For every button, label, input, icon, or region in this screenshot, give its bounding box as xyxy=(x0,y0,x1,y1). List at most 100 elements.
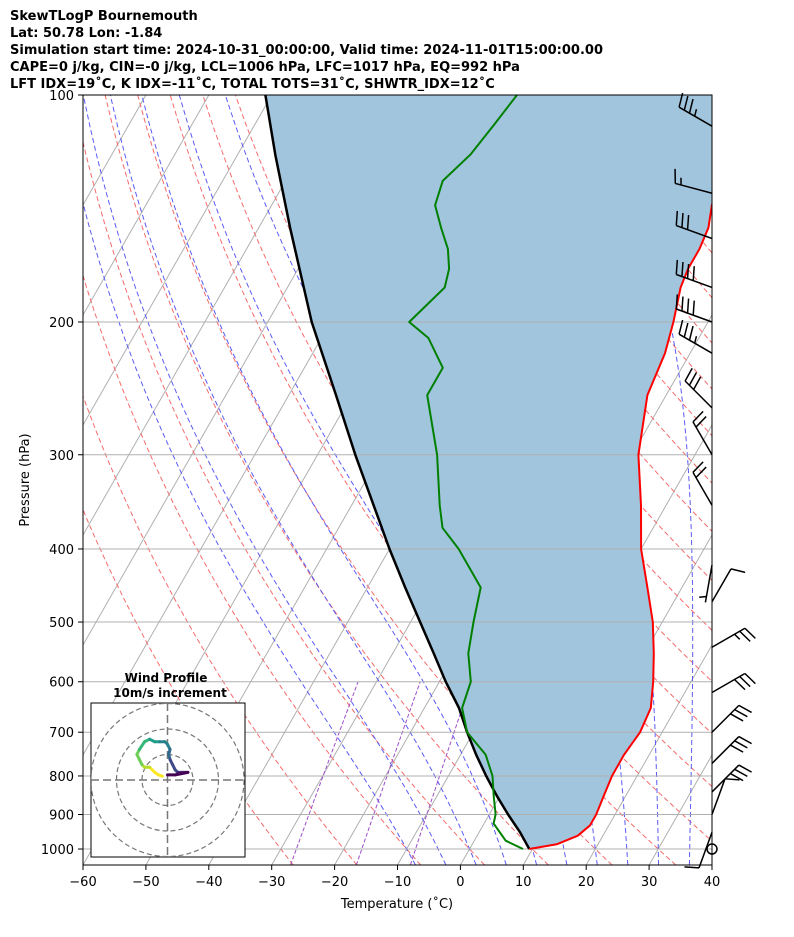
x-tick-label: 0 xyxy=(456,875,464,890)
wind-barbs xyxy=(674,92,756,869)
isotherm-line xyxy=(775,95,794,865)
x-tick-label: −40 xyxy=(195,875,222,890)
wind-barb xyxy=(684,831,713,869)
barb-flag xyxy=(692,410,704,423)
dry-adiabat-line xyxy=(463,95,712,437)
y-tick-label: 1000 xyxy=(41,843,74,858)
x-tick-label: 30 xyxy=(641,875,658,890)
wind-barb xyxy=(711,704,752,733)
dry-adiabat-line xyxy=(83,139,485,865)
barb-flag xyxy=(683,95,689,111)
barb-flag xyxy=(683,322,689,338)
barb-flag xyxy=(681,296,684,312)
wind-barb xyxy=(711,735,752,764)
barb-half-flag xyxy=(693,335,698,344)
barb-flag xyxy=(744,672,756,685)
barb-staff xyxy=(678,333,713,354)
isotherm-line xyxy=(83,95,210,317)
barb-half-flag xyxy=(733,633,741,640)
barb-staff xyxy=(692,421,713,456)
barb-staff xyxy=(676,224,713,240)
location-line: Lat: 50.78 Lon: -1.84 xyxy=(10,26,163,41)
indices-line: LFT IDX=19˚C, K IDX=-11˚C, TOTAL TOTS=31… xyxy=(10,77,495,92)
barb-flag xyxy=(678,319,684,335)
isotherm-line xyxy=(83,95,336,537)
wind-barb xyxy=(711,627,756,648)
y-tick-label: 700 xyxy=(49,726,74,741)
mixing-ratio-line xyxy=(409,681,472,865)
y-tick-label: 400 xyxy=(49,543,74,558)
x-tick-label: 20 xyxy=(578,875,595,890)
barb-flag xyxy=(681,261,684,277)
x-tick-label: −30 xyxy=(258,875,285,890)
isotherm-line xyxy=(711,863,712,865)
barb-flag xyxy=(734,740,748,749)
hodograph-title: Wind Profile xyxy=(125,671,208,685)
moist-adiabat-line xyxy=(141,95,507,865)
y-tick-label: 600 xyxy=(49,676,74,691)
wind-barb xyxy=(678,319,713,354)
y-tick-label: 900 xyxy=(49,809,74,824)
mixing-ratio-line xyxy=(290,681,359,865)
dry-adiabat-line xyxy=(104,95,549,865)
barb-flag xyxy=(738,764,752,773)
moist-adiabat-line xyxy=(83,201,416,865)
barb-staff xyxy=(698,831,713,869)
chart-title-block: SkewTLogP Bournemouth Lat: 50.78 Lon: -1… xyxy=(10,8,603,93)
y-tick-label: 100 xyxy=(49,89,74,104)
barb-staff xyxy=(711,672,746,694)
mixing-ratio-line xyxy=(355,681,421,865)
wind-barb xyxy=(678,92,713,127)
wind-barb xyxy=(675,210,713,240)
y-tick-label: 500 xyxy=(49,616,74,631)
barb-flag xyxy=(684,367,693,382)
barb-flag xyxy=(675,259,679,275)
barb-staff xyxy=(676,308,713,323)
x-axis-label: Temperature (˚C) xyxy=(340,896,453,912)
x-tick-label: −10 xyxy=(384,875,411,890)
barb-staff xyxy=(711,568,732,603)
barb-staff xyxy=(678,106,713,127)
hodograph-segment xyxy=(173,770,190,777)
barb-flag xyxy=(739,675,751,688)
cin-shaded-area xyxy=(265,95,712,849)
barb-flag xyxy=(739,630,751,642)
temperature-profile-line xyxy=(529,201,712,850)
hodograph-plot xyxy=(91,703,245,857)
barb-flag xyxy=(730,772,744,782)
wind-barb xyxy=(675,259,713,289)
barb-flag xyxy=(675,210,679,226)
barb-flag xyxy=(688,325,694,341)
barb-flag xyxy=(738,704,752,714)
barb-staff xyxy=(711,627,746,648)
barb-flag xyxy=(688,372,698,386)
barb-half-flag xyxy=(693,108,698,117)
barb-flag xyxy=(730,744,744,753)
barb-flag xyxy=(738,735,752,745)
barb-flag xyxy=(681,212,684,228)
barb-flag xyxy=(686,298,690,314)
dry-adiabat-line xyxy=(83,273,422,865)
chart-title: SkewTLogP Bournemouth xyxy=(10,9,198,24)
barb-staff xyxy=(675,182,713,194)
dry-adiabat-line xyxy=(83,394,358,865)
x-tick-label: −60 xyxy=(69,875,96,890)
hodograph-subtitle: 10m/s increment xyxy=(113,686,227,700)
x-tick-label: −50 xyxy=(132,875,159,890)
barb-flag xyxy=(684,866,700,869)
barb-flag xyxy=(734,708,748,718)
x-tick-label: 10 xyxy=(515,875,532,890)
barb-flag xyxy=(695,416,707,428)
isotherm-line xyxy=(585,643,712,865)
dry-adiabat-line xyxy=(83,508,294,865)
barb-staff xyxy=(692,471,713,506)
barb-flag xyxy=(692,461,704,473)
barb-flag xyxy=(730,713,744,722)
wind-barb xyxy=(711,764,752,793)
wind-barb xyxy=(711,672,756,694)
hodograph-segment xyxy=(137,740,147,751)
barb-flag xyxy=(692,376,702,390)
moist-adiabat-line xyxy=(109,95,477,865)
barb-flag xyxy=(734,768,748,778)
wind-barb xyxy=(692,461,713,506)
